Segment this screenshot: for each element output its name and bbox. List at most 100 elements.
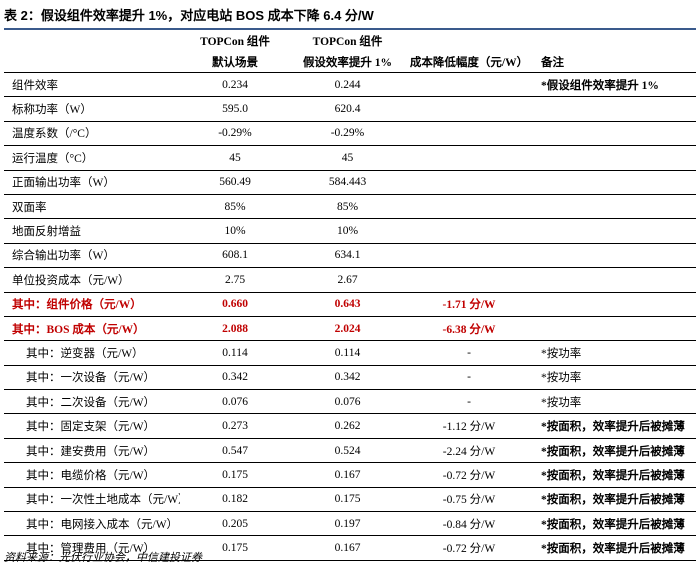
table-row: 其中：一次性土地成本（元/W） 0.182 0.175 -0.75 分/W *按面积，效… <box>4 487 696 513</box>
table-row: 正面输出功率（W） 560.49 584.443 <box>4 170 696 195</box>
improved-value: 0.197 <box>290 511 405 537</box>
cost-reduction: -0.75 分/W <box>405 487 533 513</box>
table-row: 其中：一次设备（元/W） 0.342 0.342- *按功率 <box>4 365 696 391</box>
header-cell <box>4 30 180 51</box>
default-value: 595.0 <box>180 96 290 122</box>
default-value: 0.076 <box>180 389 290 415</box>
remark <box>533 170 696 195</box>
cost-reduction: - <box>405 389 533 415</box>
row-label: 其中：逆变器（元/W） <box>4 340 180 366</box>
row-label: 其中：二次设备（元/W） <box>4 389 180 415</box>
cost-reduction <box>405 194 533 220</box>
remark <box>533 243 696 269</box>
remark: *按面积，效率提升后被摊薄 <box>533 438 696 464</box>
cost-reduction: - <box>405 340 533 366</box>
row-label: 其中：电缆价格（元/W） <box>4 462 180 488</box>
remark: *按功率 <box>533 340 696 366</box>
header-cell: TOPCon 组件 <box>312 35 383 48</box>
cost-reduction: -0.72 分/W <box>405 535 533 561</box>
default-value: 45 <box>180 145 290 171</box>
row-label: 正面输出功率（W） <box>4 170 180 195</box>
table-title: 表 2：假设组件效率提升 1%，对应电站 BOS 成本下降 6.4 分/W <box>4 6 696 30</box>
table-row: 运行温度（°C） 45 45 <box>4 145 696 171</box>
improved-value: 584.443 <box>290 170 405 195</box>
default-value: 0.234 <box>180 72 290 98</box>
header-cell: 成本降低幅度（元/W） <box>405 51 533 73</box>
remark <box>533 194 696 220</box>
row-label: 其中：管理费用（元/W） <box>4 535 180 561</box>
improved-value: 0.114 <box>290 340 405 366</box>
table-row: 其中：固定支架（元/W） 0.273 0.262 -1.12 分/W *按面积，效率提升… <box>4 413 696 439</box>
row-label: 地面反射增益 <box>4 218 180 244</box>
table-row: 其中：建安费用（元/W） 0.547 0.524 -2.24 分/W *按面积，效率提升… <box>4 438 696 464</box>
default-value: 0.342 <box>180 365 290 391</box>
table-header-row-2: 默认场景 假设效率提升 1% 成本降低幅度（元/W） 备注 <box>4 51 696 73</box>
default-value: 0.547 <box>180 438 290 464</box>
header-cell <box>533 30 696 51</box>
table-row: 其中：二次设备（元/W） 0.076 0.076- *按功率 <box>4 389 696 415</box>
source-note: 资料来源：光伏行业协会，中信建投证券 <box>4 552 202 564</box>
default-value: 2.088 <box>180 316 290 342</box>
row-label: 其中：组件价格（元/W） <box>4 292 180 317</box>
header-cell: TOPCon 组件 <box>200 35 270 48</box>
remark <box>533 145 696 171</box>
row-label: 其中：建安费用（元/W） <box>4 438 180 464</box>
row-label: 其中：一次性土地成本（元/W） <box>4 487 180 513</box>
cost-reduction <box>405 72 533 98</box>
header-cell <box>4 51 180 73</box>
remark: *按面积，效率提升后被摊薄 <box>533 462 696 488</box>
remark <box>533 267 696 293</box>
remark: *按面积，效率提升后被摊薄 <box>533 511 696 537</box>
default-value: 85% <box>180 194 290 220</box>
default-value: 0.182 <box>180 487 290 513</box>
improved-value: 2.67 <box>290 267 405 293</box>
row-label: 双面率 <box>4 194 180 220</box>
table-row: 其中：组件价格（元/W） 0.660 0.643 -1.71 分/W <box>4 292 696 317</box>
row-label: 运行温度（°C） <box>4 145 180 171</box>
cost-reduction: -0.72 分/W <box>405 462 533 488</box>
remark: *按面积，效率提升后被摊薄 <box>533 535 696 561</box>
row-label: 温度系数（/°C） <box>4 121 180 147</box>
improved-value: 85% <box>290 194 405 220</box>
default-value: 560.49 <box>180 170 290 195</box>
cost-reduction: - <box>405 365 533 391</box>
cost-reduction <box>405 243 533 269</box>
default-value: 0.660 <box>180 292 290 317</box>
remark <box>533 218 696 244</box>
remark <box>533 96 696 122</box>
default-value: 0.205 <box>180 511 290 537</box>
improved-value: 620.4 <box>290 96 405 122</box>
row-label: 其中：固定支架（元/W） <box>4 413 180 439</box>
cost-reduction <box>405 145 533 171</box>
improved-value: 10% <box>290 218 405 244</box>
default-value: -0.29% <box>180 121 290 147</box>
default-value: 608.1 <box>180 243 290 269</box>
improved-value: 0.076 <box>290 389 405 415</box>
remark: *假设组件效率提升 1% <box>533 72 696 98</box>
cost-reduction <box>405 121 533 147</box>
improved-value: 0.524 <box>290 438 405 464</box>
remark <box>533 316 696 342</box>
data-table: TOPCon 组件 TOPCon 组件 默认场景 假设效率提升 1% 成本降低幅… <box>4 30 696 561</box>
remark: *按面积，效率提升后被摊薄 <box>533 413 696 439</box>
improved-value: 45 <box>290 145 405 171</box>
improved-value: -0.29% <box>290 121 405 147</box>
remark: *按面积，效率提升后被摊薄 <box>533 487 696 513</box>
header-cell: 默认场景 <box>180 51 290 73</box>
cost-reduction: -6.38 分/W <box>405 316 533 342</box>
table-row: 其中：BOS 成本（元/W） 2.088 2.024 -6.38 分/W <box>4 316 696 342</box>
improved-value: 2.024 <box>290 316 405 342</box>
row-label: 综合输出功率（W） <box>4 243 180 269</box>
improved-value: 0.643 <box>290 292 405 317</box>
header-cell: 假设效率提升 1% <box>290 51 405 73</box>
cost-reduction: -0.84 分/W <box>405 511 533 537</box>
default-value: 10% <box>180 218 290 244</box>
improved-value: 0.342 <box>290 365 405 391</box>
improved-value: 0.244 <box>290 72 405 98</box>
remark <box>533 292 696 317</box>
table-row: 其中：逆变器（元/W） 0.114 0.114- *按功率 <box>4 340 696 366</box>
improved-value: 0.167 <box>290 462 405 488</box>
table-row: 单位投资成本（元/W） 2.75 2.67 <box>4 267 696 293</box>
table-row: 其中：管理费用（元/W） 0.175 0.167 -0.72 分/W *按面积，效率提升… <box>4 535 696 561</box>
